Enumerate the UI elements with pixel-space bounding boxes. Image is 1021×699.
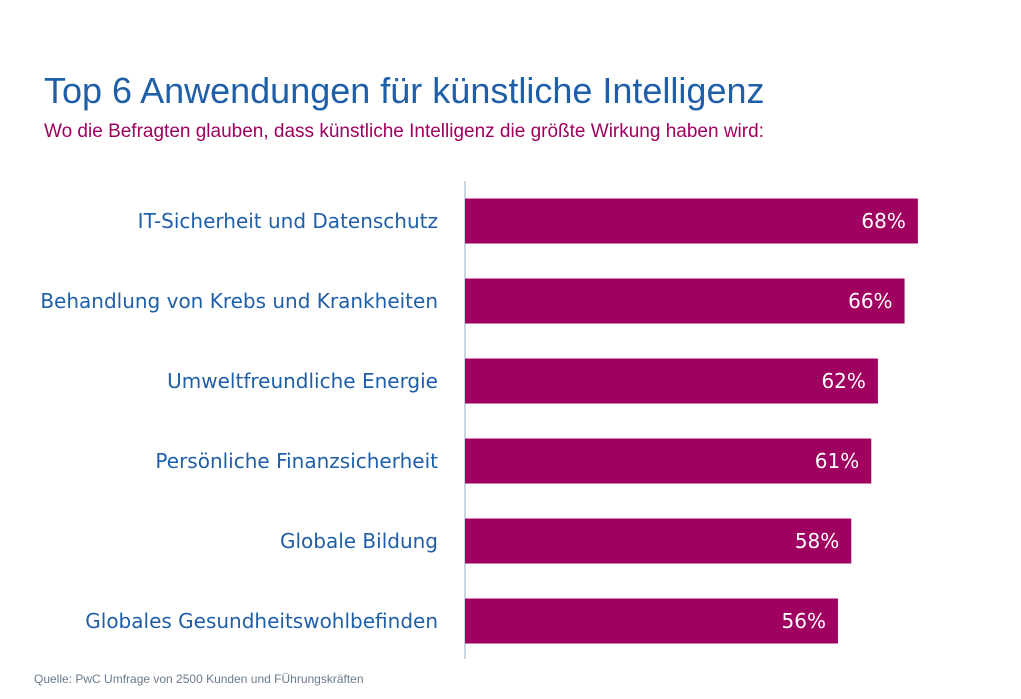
- value-label-5: 58%: [795, 529, 839, 553]
- bar-3: [465, 358, 878, 404]
- value-label-1: 68%: [861, 209, 905, 233]
- category-label-6: Globales Gesundheitswohlbefinden: [85, 609, 438, 633]
- chart-subtitle: Wo die Befragten glauben, dass künstlich…: [44, 121, 764, 142]
- value-label-2: 66%: [848, 289, 892, 313]
- bar-1: [465, 198, 918, 244]
- bar-6: [465, 598, 838, 644]
- chart-title: Top 6 Anwendungen für künstliche Intelli…: [44, 70, 765, 111]
- category-label-4: Persönliche Finanzsicherheit: [155, 449, 438, 473]
- category-label-2: Behandlung von Krebs und Krankheiten: [40, 289, 438, 313]
- value-label-6: 56%: [782, 609, 826, 633]
- bar-4: [465, 438, 872, 484]
- category-label-3: Umweltfreundliche Energie: [167, 369, 438, 393]
- source-note: Quelle: PwC Umfrage von 2500 Kunden und …: [34, 672, 364, 686]
- category-label-5: Globale Bildung: [280, 529, 438, 553]
- category-label-1: IT-Sicherheit und Datenschutz: [138, 209, 438, 233]
- value-label-4: 61%: [815, 449, 859, 473]
- bar-5: [465, 518, 852, 564]
- value-label-3: 62%: [821, 369, 865, 393]
- bar-2: [465, 278, 905, 324]
